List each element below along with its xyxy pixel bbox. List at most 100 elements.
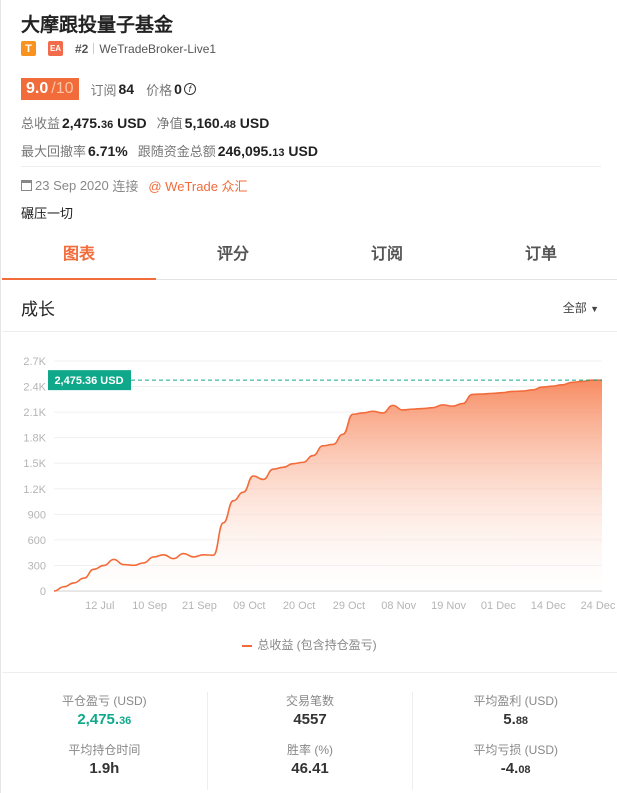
stat-int: 46.41 xyxy=(291,760,329,777)
caret-down-icon: ▼ xyxy=(590,304,599,314)
y-tick-label: 2.7K xyxy=(23,356,46,368)
tab-bar: 图表 评分 订阅 订单 xyxy=(2,232,617,280)
current-value-label: 2,475.36 USD xyxy=(54,375,123,387)
platform-link[interactable]: @ WeTrade 众汇 xyxy=(148,179,248,194)
stat-int: 5. xyxy=(503,711,516,728)
calendar-icon xyxy=(21,180,32,191)
range-filter-value: 全部 xyxy=(562,301,587,315)
equity: 5,160.48 USD xyxy=(185,115,270,131)
total-profit-dec: 36 xyxy=(100,119,114,131)
date-row: 23 Sep 2020 连接 @ WeTrade 众汇 xyxy=(21,176,248,195)
drawdown-label: 最大回撤率 xyxy=(21,144,87,159)
x-tick-label: 09 Oct xyxy=(233,600,265,612)
tab-orders[interactable]: 订单 xyxy=(524,246,557,263)
series-line xyxy=(53,379,602,592)
x-tick-label: 29 Oct xyxy=(333,600,365,612)
stat-value: 2,475.36 xyxy=(2,711,207,741)
y-tick-label: 2.4K xyxy=(23,382,46,394)
drawdown-row: 最大回撤率 6.71% 跟随资金总额 246,095.13 USD xyxy=(21,141,328,160)
rank: #2 xyxy=(75,41,89,56)
tab-subscription[interactable]: 订阅 xyxy=(370,246,403,263)
stats-column: 交易笔数 4557 胜率 (%) 46.41 xyxy=(208,692,414,790)
stat-label: 平均持仓时间 xyxy=(68,743,141,757)
section-title: 成长 xyxy=(21,300,55,319)
score-row: 9.0/10 订阅 84 价格 0 f xyxy=(21,78,196,100)
stats-column: 平均盈利 (USD) 5.88 平均亏损 (USD) -4.08 xyxy=(413,692,617,790)
x-tick-label: 01 Dec xyxy=(481,600,516,612)
stat-label: 平均盈利 (USD) xyxy=(473,694,559,708)
x-tick-label: 10 Sep xyxy=(132,600,167,612)
stat-dec: 08 xyxy=(518,764,531,776)
y-tick-label: 0 xyxy=(40,586,46,598)
x-tick-label: 20 Oct xyxy=(283,600,315,612)
subs-count: 84 xyxy=(118,81,135,97)
connect-label: 连接 xyxy=(112,179,139,194)
follow-unit: USD xyxy=(288,143,318,159)
stat-dec: 36 xyxy=(119,715,132,727)
follow-int: 246,095. xyxy=(217,143,273,159)
stat-label: 胜率 (%) xyxy=(287,743,333,757)
divider xyxy=(93,43,95,54)
stats-column: 平仓盈亏 (USD) 2,475.36 平均持仓时间 1.9h xyxy=(2,692,208,790)
x-tick-label: 24 Dec xyxy=(581,600,616,612)
y-tick-label: 900 xyxy=(28,509,46,521)
x-tick-label: 08 Nov xyxy=(381,600,416,612)
score: 9.0 xyxy=(26,80,49,97)
broker-name: WeTradeBroker-Live1 xyxy=(99,41,217,56)
stat-value: 46.41 xyxy=(208,760,413,790)
stat-label: 平均亏损 (USD) xyxy=(473,743,559,757)
follow-amount: 246,095.13 USD xyxy=(218,143,318,159)
drawdown: 6.71% xyxy=(88,143,128,159)
y-tick-label: 1.5K xyxy=(23,458,46,470)
follow-label: 跟随资金总额 xyxy=(137,144,216,159)
stat-value: 5.88 xyxy=(413,711,617,741)
stats-grid: 平仓盈亏 (USD) 2,475.36 平均持仓时间 1.9h 交易笔数 4557 胜… xyxy=(2,692,617,790)
chart-legend[interactable]: 总收益 (包含持仓盈亏) xyxy=(1,636,617,653)
y-tick-label: 1.2K xyxy=(23,484,46,496)
stat-int: 2,475. xyxy=(77,711,120,728)
legend-swatch xyxy=(242,644,253,647)
x-tick-label: 14 Dec xyxy=(531,600,566,612)
stat-dec: 88 xyxy=(515,715,529,727)
divider xyxy=(21,166,601,167)
tab-chart[interactable]: 图表 xyxy=(2,232,156,280)
total-profit-unit: USD xyxy=(117,115,147,131)
price-label: 价格 xyxy=(146,82,173,98)
legend-label: 总收益 (包含持仓盈亏) xyxy=(257,638,377,652)
ea-badge: EA xyxy=(48,41,63,56)
connect-date: 23 Sep 2020 xyxy=(35,178,109,193)
stat-label: 交易笔数 xyxy=(286,694,335,708)
stat-value: 4557 xyxy=(208,711,413,741)
equity-unit: USD xyxy=(239,115,270,131)
x-tick-label: 19 Nov xyxy=(431,600,466,612)
area-fill xyxy=(54,380,602,591)
subs-label: 订阅 xyxy=(90,82,117,98)
free-coin-icon: f xyxy=(183,83,196,95)
stat-value: -4.08 xyxy=(413,760,617,790)
y-tick-label: 1.8K xyxy=(23,433,46,445)
score-max: /10 xyxy=(51,80,74,97)
divider xyxy=(2,331,617,332)
x-tick-label: 12 Jul xyxy=(85,600,114,612)
total-profit: 2,475.36 USD xyxy=(62,115,147,131)
stat-int: -4. xyxy=(500,760,519,777)
total-profit-int: 2,475. xyxy=(62,115,101,131)
description: 碾压一切 xyxy=(21,206,74,221)
y-tick-label: 2.1K xyxy=(23,407,46,419)
y-tick-label: 300 xyxy=(28,560,46,572)
range-filter-dropdown[interactable]: 全部 ▼ xyxy=(563,299,599,316)
tab-rating[interactable]: 评分 xyxy=(216,246,249,263)
profit-row: 总收益 2,475.36 USD 净值 5,160.48 USD xyxy=(21,113,279,132)
t-badge: T xyxy=(21,41,36,56)
follow-dec: 13 xyxy=(272,147,285,159)
growth-chart: 0 300 600 900 1.2K 1.5K 1.8K 2.1K 2.4K 2.7K 12 Ju… xyxy=(23,356,616,612)
stat-label: 平仓盈亏 (USD) xyxy=(62,694,147,708)
equity-dec: 48 xyxy=(223,119,236,131)
y-tick-label: 600 xyxy=(28,535,46,547)
score-badge: 9.0/10 xyxy=(21,78,79,100)
price: 0 xyxy=(174,81,182,97)
current-value-tag xyxy=(48,370,131,391)
divider xyxy=(2,672,617,673)
equity-label: 净值 xyxy=(156,116,183,131)
stat-value: 1.9h xyxy=(2,760,207,790)
